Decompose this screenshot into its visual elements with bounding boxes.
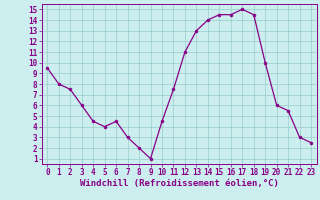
X-axis label: Windchill (Refroidissement éolien,°C): Windchill (Refroidissement éolien,°C): [80, 179, 279, 188]
